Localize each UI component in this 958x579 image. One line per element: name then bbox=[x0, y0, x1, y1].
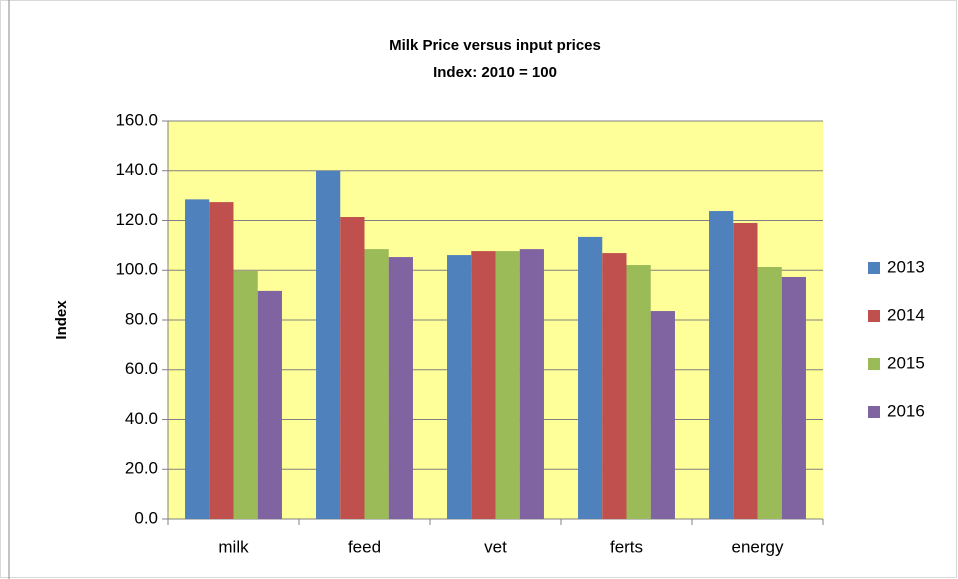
y-tick-label: 120.0 bbox=[115, 210, 158, 229]
bar bbox=[757, 267, 782, 519]
bar bbox=[316, 170, 341, 519]
legend-label: 2015 bbox=[887, 353, 925, 372]
x-tick-label: feed bbox=[348, 537, 381, 556]
bar bbox=[471, 251, 496, 519]
legend-swatch bbox=[868, 310, 880, 322]
bar bbox=[519, 249, 544, 519]
y-tick-label: 0.0 bbox=[134, 508, 158, 527]
bar bbox=[602, 253, 627, 519]
legend-label: 2013 bbox=[887, 257, 925, 276]
bar bbox=[209, 202, 234, 519]
legend-swatch bbox=[868, 262, 880, 274]
bar bbox=[447, 255, 472, 520]
bar bbox=[257, 290, 282, 519]
y-tick-label: 100.0 bbox=[115, 260, 158, 279]
legend-swatch bbox=[868, 406, 880, 418]
y-tick-label: 60.0 bbox=[125, 359, 158, 378]
bar bbox=[233, 270, 258, 519]
y-tick-label: 20.0 bbox=[125, 459, 158, 478]
bar bbox=[388, 257, 413, 519]
bar bbox=[781, 276, 806, 519]
y-tick-label: 80.0 bbox=[125, 309, 158, 328]
chart-subtitle: Index: 2010 = 100 bbox=[433, 64, 557, 81]
bar bbox=[495, 251, 520, 519]
bar bbox=[733, 222, 758, 520]
bar bbox=[578, 236, 603, 520]
y-tick-label: 40.0 bbox=[125, 409, 158, 428]
legend-swatch bbox=[868, 358, 880, 370]
bar bbox=[185, 199, 210, 519]
x-tick-label: vet bbox=[484, 537, 507, 556]
bar bbox=[626, 265, 651, 519]
x-tick-label: energy bbox=[732, 537, 784, 556]
bar bbox=[340, 217, 365, 519]
legend-label: 2014 bbox=[887, 305, 925, 324]
legend-label: 2016 bbox=[887, 401, 925, 420]
x-tick-label: ferts bbox=[610, 537, 643, 556]
chart-title: Milk Price versus input prices bbox=[389, 37, 601, 54]
y-axis-title: Index bbox=[53, 300, 70, 340]
x-tick-label: milk bbox=[218, 537, 249, 556]
bar bbox=[709, 211, 734, 520]
y-tick-label: 160.0 bbox=[115, 110, 158, 129]
y-tick-label: 140.0 bbox=[115, 160, 158, 179]
bar bbox=[650, 311, 675, 519]
bar bbox=[364, 249, 389, 519]
